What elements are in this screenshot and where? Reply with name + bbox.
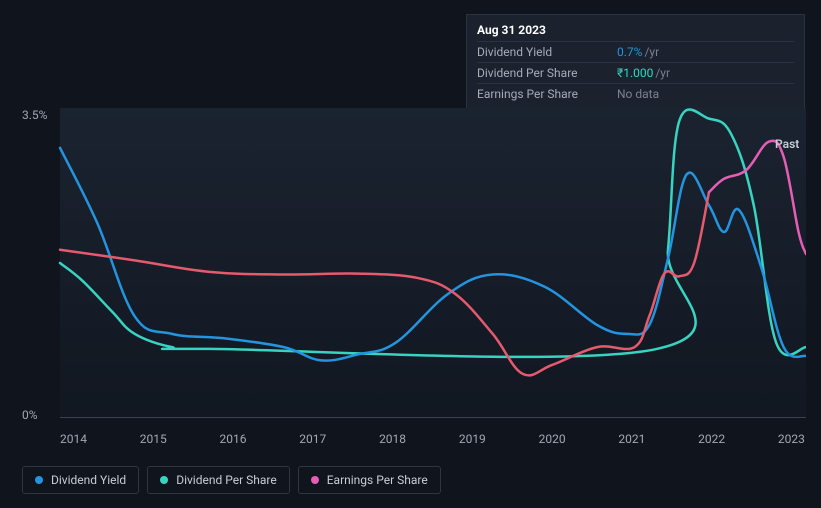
tooltip-label: Earnings Per Share <box>477 87 617 101</box>
tooltip-value: No data <box>617 87 794 101</box>
tooltip-row: Dividend Yield 0.7%/yr <box>477 41 794 62</box>
x-axis-tick: 2022 <box>698 432 725 446</box>
x-axis-tick: 2020 <box>539 432 566 446</box>
legend-label: Dividend Per Share <box>176 473 277 487</box>
tooltip-row: Earnings Per Share No data <box>477 83 794 104</box>
tooltip-label: Dividend Per Share <box>477 66 617 80</box>
x-axis: 2014 2015 2016 2017 2018 2019 2020 2021 2022 2023 <box>60 432 805 446</box>
x-axis-tick: 2014 <box>60 432 87 446</box>
line-chart[interactable] <box>22 108 806 418</box>
x-axis-tick: 2018 <box>379 432 406 446</box>
tooltip-value: ₹1.000/yr <box>617 66 794 80</box>
legend-label: Earnings Per Share <box>327 473 428 487</box>
tooltip-date: Aug 31 2023 <box>477 23 794 37</box>
x-axis-tick: 2015 <box>140 432 167 446</box>
tooltip-label: Dividend Yield <box>477 45 617 59</box>
chart-tooltip: Aug 31 2023 Dividend Yield 0.7%/yr Divid… <box>466 14 805 113</box>
legend-dot-icon <box>160 476 168 484</box>
x-axis-tick: 2016 <box>220 432 247 446</box>
legend-item[interactable]: Dividend Per Share <box>147 466 290 494</box>
legend-label: Dividend Yield <box>51 473 126 487</box>
chart-svg <box>22 108 806 418</box>
legend-dot-icon <box>311 476 319 484</box>
x-axis-tick: 2021 <box>618 432 645 446</box>
tooltip-row: Dividend Per Share ₹1.000/yr <box>477 62 794 83</box>
legend-dot-icon <box>35 476 43 484</box>
x-axis-tick: 2017 <box>299 432 326 446</box>
x-axis-tick: 2019 <box>459 432 486 446</box>
x-axis-tick: 2023 <box>778 432 805 446</box>
past-label: Past <box>775 137 799 151</box>
legend-item[interactable]: Earnings Per Share <box>298 466 441 494</box>
legend-item[interactable]: Dividend Yield <box>22 466 139 494</box>
chart-legend: Dividend Yield Dividend Per Share Earnings… <box>22 466 441 494</box>
tooltip-value: 0.7%/yr <box>617 45 794 59</box>
